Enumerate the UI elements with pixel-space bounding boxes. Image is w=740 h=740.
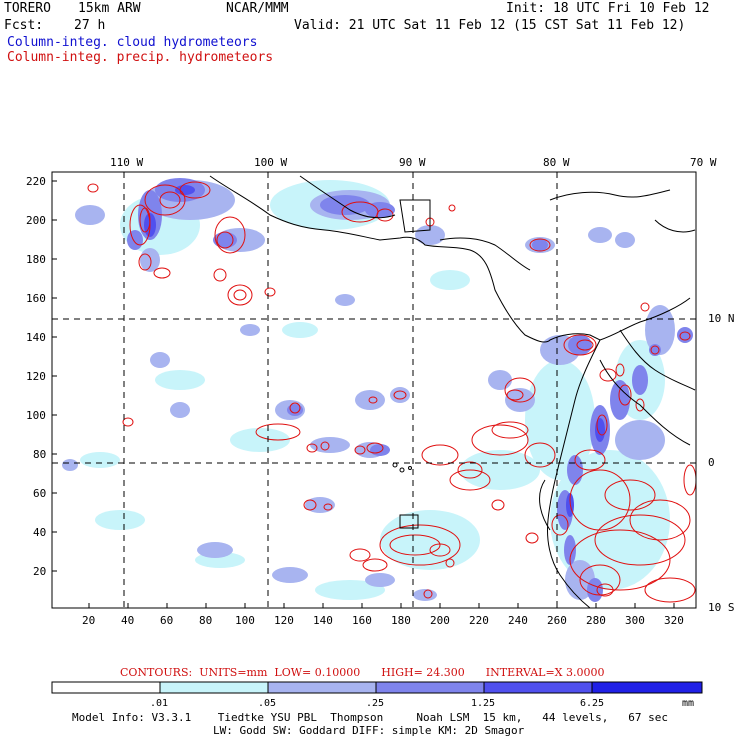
colorbar-label: 1.25 — [471, 698, 496, 709]
y-tick-label: 140 — [26, 331, 46, 344]
legend-precip-hydrometeors: Column-integ. precip. hydrometeors — [7, 50, 274, 65]
x-tick-label: 140 — [313, 614, 333, 627]
x-tick-label: 20 — [82, 614, 96, 627]
map-frame — [51, 171, 697, 609]
model-info-line2: LW: Godd SW: Goddard DIFF: simple KM: 2D… — [213, 724, 525, 737]
axis-ticks — [52, 180, 675, 608]
x-tick-label: 220 — [469, 614, 489, 627]
contour-units: UNITS=mm — [199, 666, 268, 679]
valid-time: Valid: 21 UTC Sat 11 Feb 12 (15 CST Sat … — [294, 18, 686, 33]
y-tick-label: 120 — [26, 370, 46, 383]
y-tick-label: 100 — [26, 409, 46, 422]
model-name: TORERO — [4, 1, 51, 16]
colorbar-bin-0 — [51, 681, 161, 694]
lat-lon-gridlines — [52, 172, 696, 608]
x-tick-label: 100 — [235, 614, 255, 627]
colorbar-bin-1 — [159, 681, 269, 694]
model-resolution: 15km ARW — [78, 1, 141, 16]
y-tick-label: 80 — [33, 448, 47, 461]
y-tick-label: 180 — [26, 253, 46, 266]
fcst-hours: 27 h — [74, 18, 106, 33]
x-tick-label: 80 — [199, 614, 213, 627]
x-tick-label: 240 — [508, 614, 528, 627]
colorbar-label: .01 — [150, 698, 169, 709]
colorbar-label: 6.25 — [580, 698, 605, 709]
model-info-line1: Model Info: V3.3.1 Tiedtke YSU PBL Thomp… — [72, 711, 669, 724]
x-tick-label: 60 — [160, 614, 174, 627]
colorbar-bin-5 — [591, 681, 703, 694]
lon-label-70w: 70 W — [690, 156, 717, 169]
contour-high: HIGH= 24.300 — [381, 666, 465, 679]
contour-low: LOW= 0.10000 — [274, 666, 361, 679]
y-tick-label: 160 — [26, 292, 46, 305]
colorbar-label: .25 — [366, 698, 385, 709]
contour-info: CONTOURS: UNITS=mm LOW= 0.10000 HIGH= 24… — [120, 666, 604, 680]
init-time: Init: 18 UTC Fri 10 Feb 12 — [506, 1, 710, 16]
fcst-label: Fcst: — [4, 18, 44, 33]
y-tick-label: 20 — [33, 565, 47, 578]
coastlines — [209, 175, 696, 609]
x-tick-label: 280 — [586, 614, 606, 627]
x-tick-label: 320 — [664, 614, 684, 627]
legend-cloud-hydrometeors: Column-integ. cloud hydrometeors — [7, 35, 258, 50]
colorbar-label: .05 — [258, 698, 277, 709]
colorbar-bin-2 — [267, 681, 377, 694]
lon-label-90w: 90 W — [399, 156, 426, 169]
lat-label-10n: 10 N — [708, 312, 735, 325]
lon-label-100w: 100 W — [254, 156, 288, 169]
y-tick-label: 60 — [33, 487, 47, 500]
precip-hydrometeor-contours — [87, 181, 697, 603]
lat-label-10s: 10 S — [708, 601, 735, 614]
colorbar-units: mm — [682, 698, 695, 709]
x-tick-label: 200 — [430, 614, 450, 627]
x-tick-label: 300 — [625, 614, 645, 627]
x-tick-label: 40 — [121, 614, 135, 627]
x-tick-label: 180 — [391, 614, 411, 627]
lon-label-80w: 80 W — [543, 156, 570, 169]
y-tick-label: 220 — [26, 175, 46, 188]
lat-label-0: 0 — [708, 456, 715, 469]
x-tick-label: 260 — [547, 614, 567, 627]
colorbar — [51, 681, 703, 694]
colorbar-bin-3 — [375, 681, 485, 694]
x-tick-label: 160 — [352, 614, 372, 627]
contour-interval: INTERVAL=X 3.0000 — [485, 666, 605, 679]
y-tick-label: 200 — [26, 214, 46, 227]
x-tick-label: 120 — [274, 614, 294, 627]
lon-label-110w: 110 W — [110, 156, 144, 169]
contour-label: CONTOURS: — [120, 666, 193, 679]
organization: NCAR/MMM — [226, 1, 289, 16]
colorbar-bin-4 — [483, 681, 593, 694]
y-tick-label: 40 — [33, 526, 47, 539]
